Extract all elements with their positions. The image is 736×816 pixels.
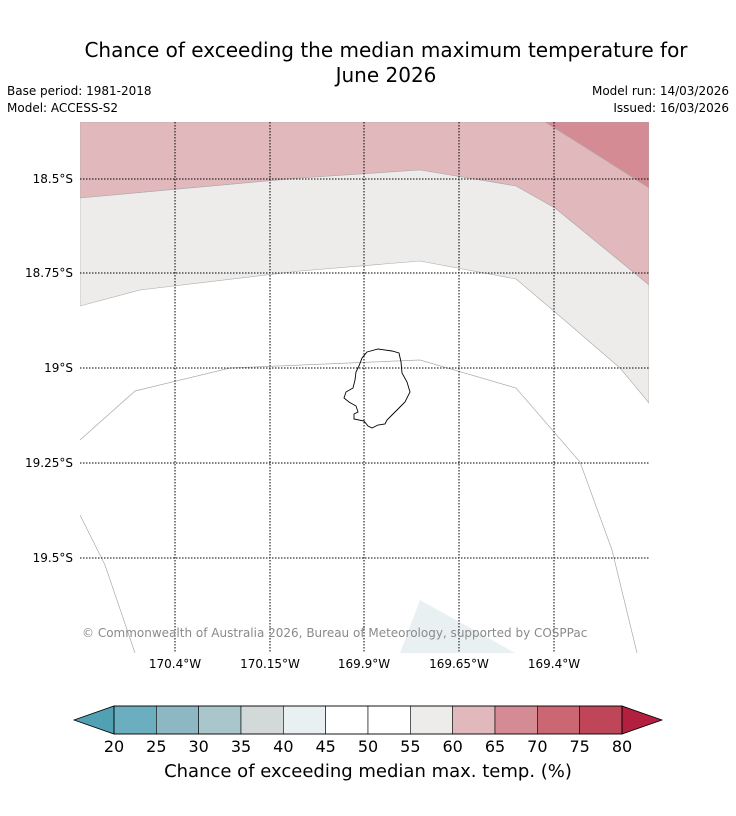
colorbar-bin: [537, 705, 580, 735]
contour-lines: [80, 359, 638, 653]
lat-label-19-5: 19.5°S: [32, 551, 73, 565]
model-run: Model run: 14/03/2026: [591, 84, 729, 98]
colorbar-bin: [283, 705, 326, 735]
colorbar-label: Chance of exceeding median max. temp. (%…: [164, 761, 572, 782]
colorbar-bin: [240, 705, 284, 735]
colorbar-bin: [198, 705, 242, 735]
colorbar-bin: [325, 705, 369, 735]
colorbar-bin: [113, 705, 157, 735]
lat-label-19-25: 19.25°S: [25, 456, 73, 470]
lat-label-18-5: 18.5°S: [32, 172, 73, 186]
lon-label-169-4: 169.4°W: [527, 657, 581, 671]
colorbar-tick-label: 30: [188, 737, 209, 756]
colorbar-tick-label: 45: [315, 737, 336, 756]
colorbar-tick-label: 40: [273, 737, 294, 756]
colorbar-tick-label: 20: [103, 737, 125, 756]
colorbar-tick-label: 75: [569, 737, 590, 756]
lon-label-170-15: 170.15°W: [240, 657, 300, 671]
colorbar-tick-label: 55: [400, 737, 421, 756]
colorbar-tick-label: 70: [527, 737, 548, 756]
colorbar-tick-label: 80: [611, 737, 633, 756]
lon-label-169-9: 169.9°W: [337, 657, 391, 671]
colorbar-tick-label: 25: [146, 737, 167, 756]
colorbar-tick-label: 50: [357, 737, 379, 756]
colorbar: [72, 705, 664, 735]
zone-65-70: [544, 122, 649, 189]
colorbar-bin: [579, 705, 623, 735]
lon-label-170-4: 170.4°W: [148, 657, 202, 671]
model-name: Model: ACCESS-S2: [7, 101, 119, 115]
contour-line-50: [80, 359, 638, 653]
title-line-1: Chance of exceeding the median maximum t…: [84, 38, 688, 62]
colorbar-bin: [452, 705, 496, 735]
colorbar-over-arrow: [621, 705, 664, 735]
meta-right: Model run: 14/03/2026 Issued: 16/03/2026: [592, 83, 729, 117]
chart-title: Chance of exceeding the median maximum t…: [0, 38, 736, 88]
colorbar-outline: [113, 705, 623, 735]
niue-coastline: [343, 348, 411, 429]
zone-40-45: [400, 600, 515, 653]
colorbar-tick-label: 35: [230, 737, 252, 756]
colorbar-tick-label: 65: [484, 737, 506, 756]
colorbar-bin: [367, 705, 411, 735]
base-period: Base period: 1981-2018: [7, 84, 152, 98]
lat-label-18-75: 18.75°S: [25, 266, 73, 280]
copyright-notice: © Commonwealth of Australia 2026, Bureau…: [82, 626, 588, 640]
map-area: [80, 122, 649, 653]
colorbar-bin: [494, 705, 538, 735]
colorbar-tick-label: 60: [442, 737, 463, 756]
issued-date: Issued: 16/03/2026: [613, 101, 729, 115]
graticule: [80, 122, 649, 653]
colorbar-bins: [113, 705, 623, 735]
lat-label-19: 19°S: [44, 361, 73, 375]
title-line-2: June 2026: [335, 63, 437, 87]
lon-label-169-65: 169.65°W: [429, 657, 489, 671]
colorbar-bin: [410, 705, 453, 735]
contour-line-45: [80, 514, 136, 653]
meta-left: Base period: 1981-2018 Model: ACCESS-S2: [7, 83, 152, 117]
colorbar-bin: [156, 705, 199, 735]
colorbar-under-arrow: [72, 705, 115, 735]
